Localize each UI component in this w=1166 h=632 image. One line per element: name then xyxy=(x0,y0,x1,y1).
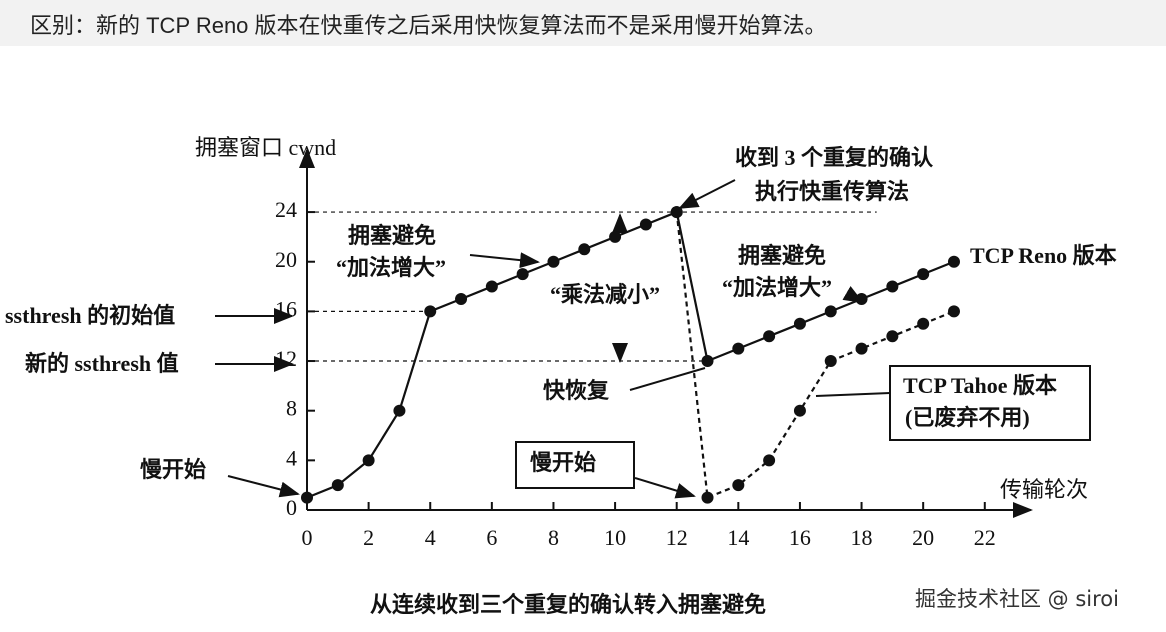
annotation: 慢开始 xyxy=(530,450,596,475)
series-label: TCP Reno 版本 xyxy=(970,243,1117,268)
data-point xyxy=(547,255,560,268)
data-point xyxy=(886,330,899,343)
data-point xyxy=(824,355,837,368)
data-point xyxy=(701,491,714,504)
data-point xyxy=(393,404,406,417)
header: 区别：新的 TCP Reno 版本在快重传之后采用快恢复算法而不是采用慢开始算法… xyxy=(0,0,1166,46)
data-point xyxy=(855,292,868,305)
data-point xyxy=(732,479,745,492)
data-point xyxy=(578,243,591,256)
y-tick-label: 0 xyxy=(286,495,297,520)
y-tick-label: 24 xyxy=(275,197,297,222)
data-point xyxy=(455,292,468,305)
data-point xyxy=(639,218,652,231)
y-tick-label: 20 xyxy=(275,247,297,272)
data-point xyxy=(886,280,899,293)
x-tick-label: 18 xyxy=(851,525,873,550)
annotation: “加法增大” xyxy=(336,255,446,280)
data-point xyxy=(824,305,837,318)
header-title: 区别：新的 TCP Reno 版本在快重传之后采用快恢复算法而不是采用慢开始算法… xyxy=(30,13,827,38)
annotation-arrows xyxy=(215,179,1091,499)
data-point xyxy=(670,206,683,219)
x-tick-label: 16 xyxy=(789,525,811,550)
x-tick-label: 22 xyxy=(974,525,996,550)
series-line xyxy=(306,210,955,499)
annotation: (已废弃不用) xyxy=(905,405,1030,430)
y-tick-label: 12 xyxy=(275,346,297,371)
x-axis-label: 传输轮次 xyxy=(1000,477,1088,502)
data-point xyxy=(917,317,930,330)
annotation: 拥塞避免 xyxy=(738,243,826,268)
watermark: 掘金技术社区 @ siroi xyxy=(915,587,1119,611)
data-point xyxy=(331,479,344,492)
x-tick-label: 2 xyxy=(363,525,374,550)
x-tick-label: 8 xyxy=(548,525,559,550)
data-point xyxy=(424,305,437,318)
annotation: 拥塞避免 xyxy=(348,223,436,248)
data-point xyxy=(793,317,806,330)
data-point xyxy=(947,305,960,318)
annotation: 快恢复 xyxy=(543,378,610,403)
y-tick-label: 16 xyxy=(275,296,297,321)
data-point xyxy=(485,280,498,293)
x-tick-label: 0 xyxy=(302,525,313,550)
annotation: “乘法减小” xyxy=(550,282,660,307)
y-tick-label: 4 xyxy=(286,445,297,470)
x-tick-label: 4 xyxy=(425,525,436,550)
annotation: “加法增大” xyxy=(722,275,832,300)
data-point xyxy=(947,255,960,268)
series-line xyxy=(675,211,955,500)
x-tick-label: 10 xyxy=(604,525,626,550)
x-tick-label: 20 xyxy=(912,525,934,550)
annotation: 执行快重传算法 xyxy=(755,179,909,204)
annotation: 慢开始 xyxy=(140,457,206,482)
data-point xyxy=(763,330,776,343)
annotation: 收到 3 个重复的确认 xyxy=(735,145,933,170)
series-label: TCP Tahoe 版本 xyxy=(903,373,1057,398)
data-point xyxy=(609,230,622,243)
data-point xyxy=(793,404,806,417)
caption: 从连续收到三个重复的确认转入拥塞避免 xyxy=(370,592,766,617)
data-point xyxy=(301,491,313,504)
data-point xyxy=(763,454,776,467)
data-point xyxy=(855,342,868,355)
data-point xyxy=(732,342,745,355)
data-point xyxy=(362,454,375,467)
x-tick-label: 6 xyxy=(486,525,497,550)
data-point xyxy=(701,355,714,368)
x-tick-label: 12 xyxy=(666,525,688,550)
y-axis-label: 拥塞窗口 cwnd xyxy=(195,135,336,160)
data-point xyxy=(516,268,529,281)
data-point xyxy=(917,268,930,281)
y-tick-label: 8 xyxy=(286,396,297,421)
annotation: 新的 ssthresh 值 xyxy=(25,351,179,376)
annotation: ssthresh 的初始值 xyxy=(5,303,175,328)
x-tick-label: 14 xyxy=(727,525,749,550)
